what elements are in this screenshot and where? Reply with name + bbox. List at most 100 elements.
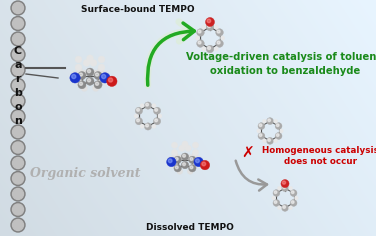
Circle shape <box>168 159 172 163</box>
Circle shape <box>283 186 285 189</box>
Circle shape <box>174 156 181 164</box>
Circle shape <box>206 45 214 53</box>
Circle shape <box>12 111 23 122</box>
Circle shape <box>282 185 288 192</box>
Circle shape <box>11 110 25 123</box>
Circle shape <box>196 160 202 166</box>
Circle shape <box>272 196 276 200</box>
Circle shape <box>185 145 191 152</box>
Circle shape <box>187 169 193 174</box>
Circle shape <box>83 59 90 66</box>
Circle shape <box>289 206 293 210</box>
Circle shape <box>268 119 270 122</box>
Circle shape <box>102 76 108 82</box>
Circle shape <box>179 145 185 152</box>
Circle shape <box>86 77 94 85</box>
Circle shape <box>190 166 193 169</box>
Circle shape <box>282 181 286 184</box>
Circle shape <box>168 156 174 162</box>
Circle shape <box>12 34 23 45</box>
Circle shape <box>11 218 25 232</box>
Circle shape <box>78 81 86 89</box>
Circle shape <box>107 76 117 86</box>
Circle shape <box>202 162 206 166</box>
Circle shape <box>146 103 149 106</box>
Circle shape <box>283 206 285 208</box>
Circle shape <box>140 124 144 128</box>
Circle shape <box>11 140 25 155</box>
Circle shape <box>273 199 280 206</box>
Circle shape <box>198 41 201 44</box>
Circle shape <box>11 1 25 15</box>
Circle shape <box>11 47 25 62</box>
Circle shape <box>136 108 139 111</box>
Text: ✗: ✗ <box>242 146 255 160</box>
Circle shape <box>75 56 82 63</box>
Circle shape <box>152 124 156 128</box>
Circle shape <box>275 133 282 139</box>
Circle shape <box>87 79 91 82</box>
Circle shape <box>12 142 23 153</box>
Circle shape <box>94 72 102 80</box>
Circle shape <box>190 157 193 160</box>
Circle shape <box>291 201 294 203</box>
Circle shape <box>81 85 88 91</box>
Circle shape <box>174 164 181 172</box>
Circle shape <box>197 40 204 47</box>
Circle shape <box>193 149 199 156</box>
Circle shape <box>183 163 185 166</box>
Circle shape <box>220 36 225 40</box>
Circle shape <box>11 156 25 170</box>
Circle shape <box>258 123 265 130</box>
Circle shape <box>72 75 76 79</box>
Circle shape <box>92 70 99 76</box>
Circle shape <box>76 79 83 86</box>
Circle shape <box>259 134 262 136</box>
Circle shape <box>96 73 99 76</box>
Circle shape <box>12 80 23 91</box>
Circle shape <box>171 149 177 156</box>
Circle shape <box>194 157 203 167</box>
Circle shape <box>268 139 270 141</box>
Circle shape <box>279 129 283 133</box>
Circle shape <box>98 64 105 71</box>
Circle shape <box>144 102 152 109</box>
Circle shape <box>206 17 214 26</box>
Circle shape <box>182 141 188 147</box>
Circle shape <box>79 73 83 76</box>
Circle shape <box>282 204 288 211</box>
Circle shape <box>76 68 83 74</box>
Circle shape <box>173 163 179 169</box>
Circle shape <box>167 157 176 167</box>
Text: Surface-bound TEMPO: Surface-bound TEMPO <box>81 5 195 14</box>
Circle shape <box>12 204 23 215</box>
Circle shape <box>168 160 174 166</box>
Circle shape <box>198 30 201 33</box>
FancyArrowPatch shape <box>147 23 194 85</box>
Text: C: C <box>14 46 22 56</box>
Circle shape <box>262 139 266 143</box>
Circle shape <box>136 119 139 122</box>
Circle shape <box>72 71 78 78</box>
Circle shape <box>135 118 143 125</box>
Circle shape <box>173 153 179 159</box>
Circle shape <box>79 82 83 85</box>
Circle shape <box>11 172 25 185</box>
Circle shape <box>12 64 23 76</box>
Circle shape <box>202 47 206 51</box>
Circle shape <box>275 123 282 130</box>
Text: r: r <box>15 74 21 84</box>
Circle shape <box>12 3 23 13</box>
Circle shape <box>97 68 103 74</box>
Circle shape <box>11 94 25 108</box>
Circle shape <box>208 46 211 50</box>
Circle shape <box>191 153 197 159</box>
Circle shape <box>12 189 23 199</box>
Circle shape <box>195 36 200 40</box>
Circle shape <box>90 59 97 66</box>
Circle shape <box>153 118 161 125</box>
Circle shape <box>277 206 281 210</box>
Circle shape <box>102 75 106 79</box>
Text: o: o <box>14 102 22 112</box>
Circle shape <box>277 186 281 190</box>
